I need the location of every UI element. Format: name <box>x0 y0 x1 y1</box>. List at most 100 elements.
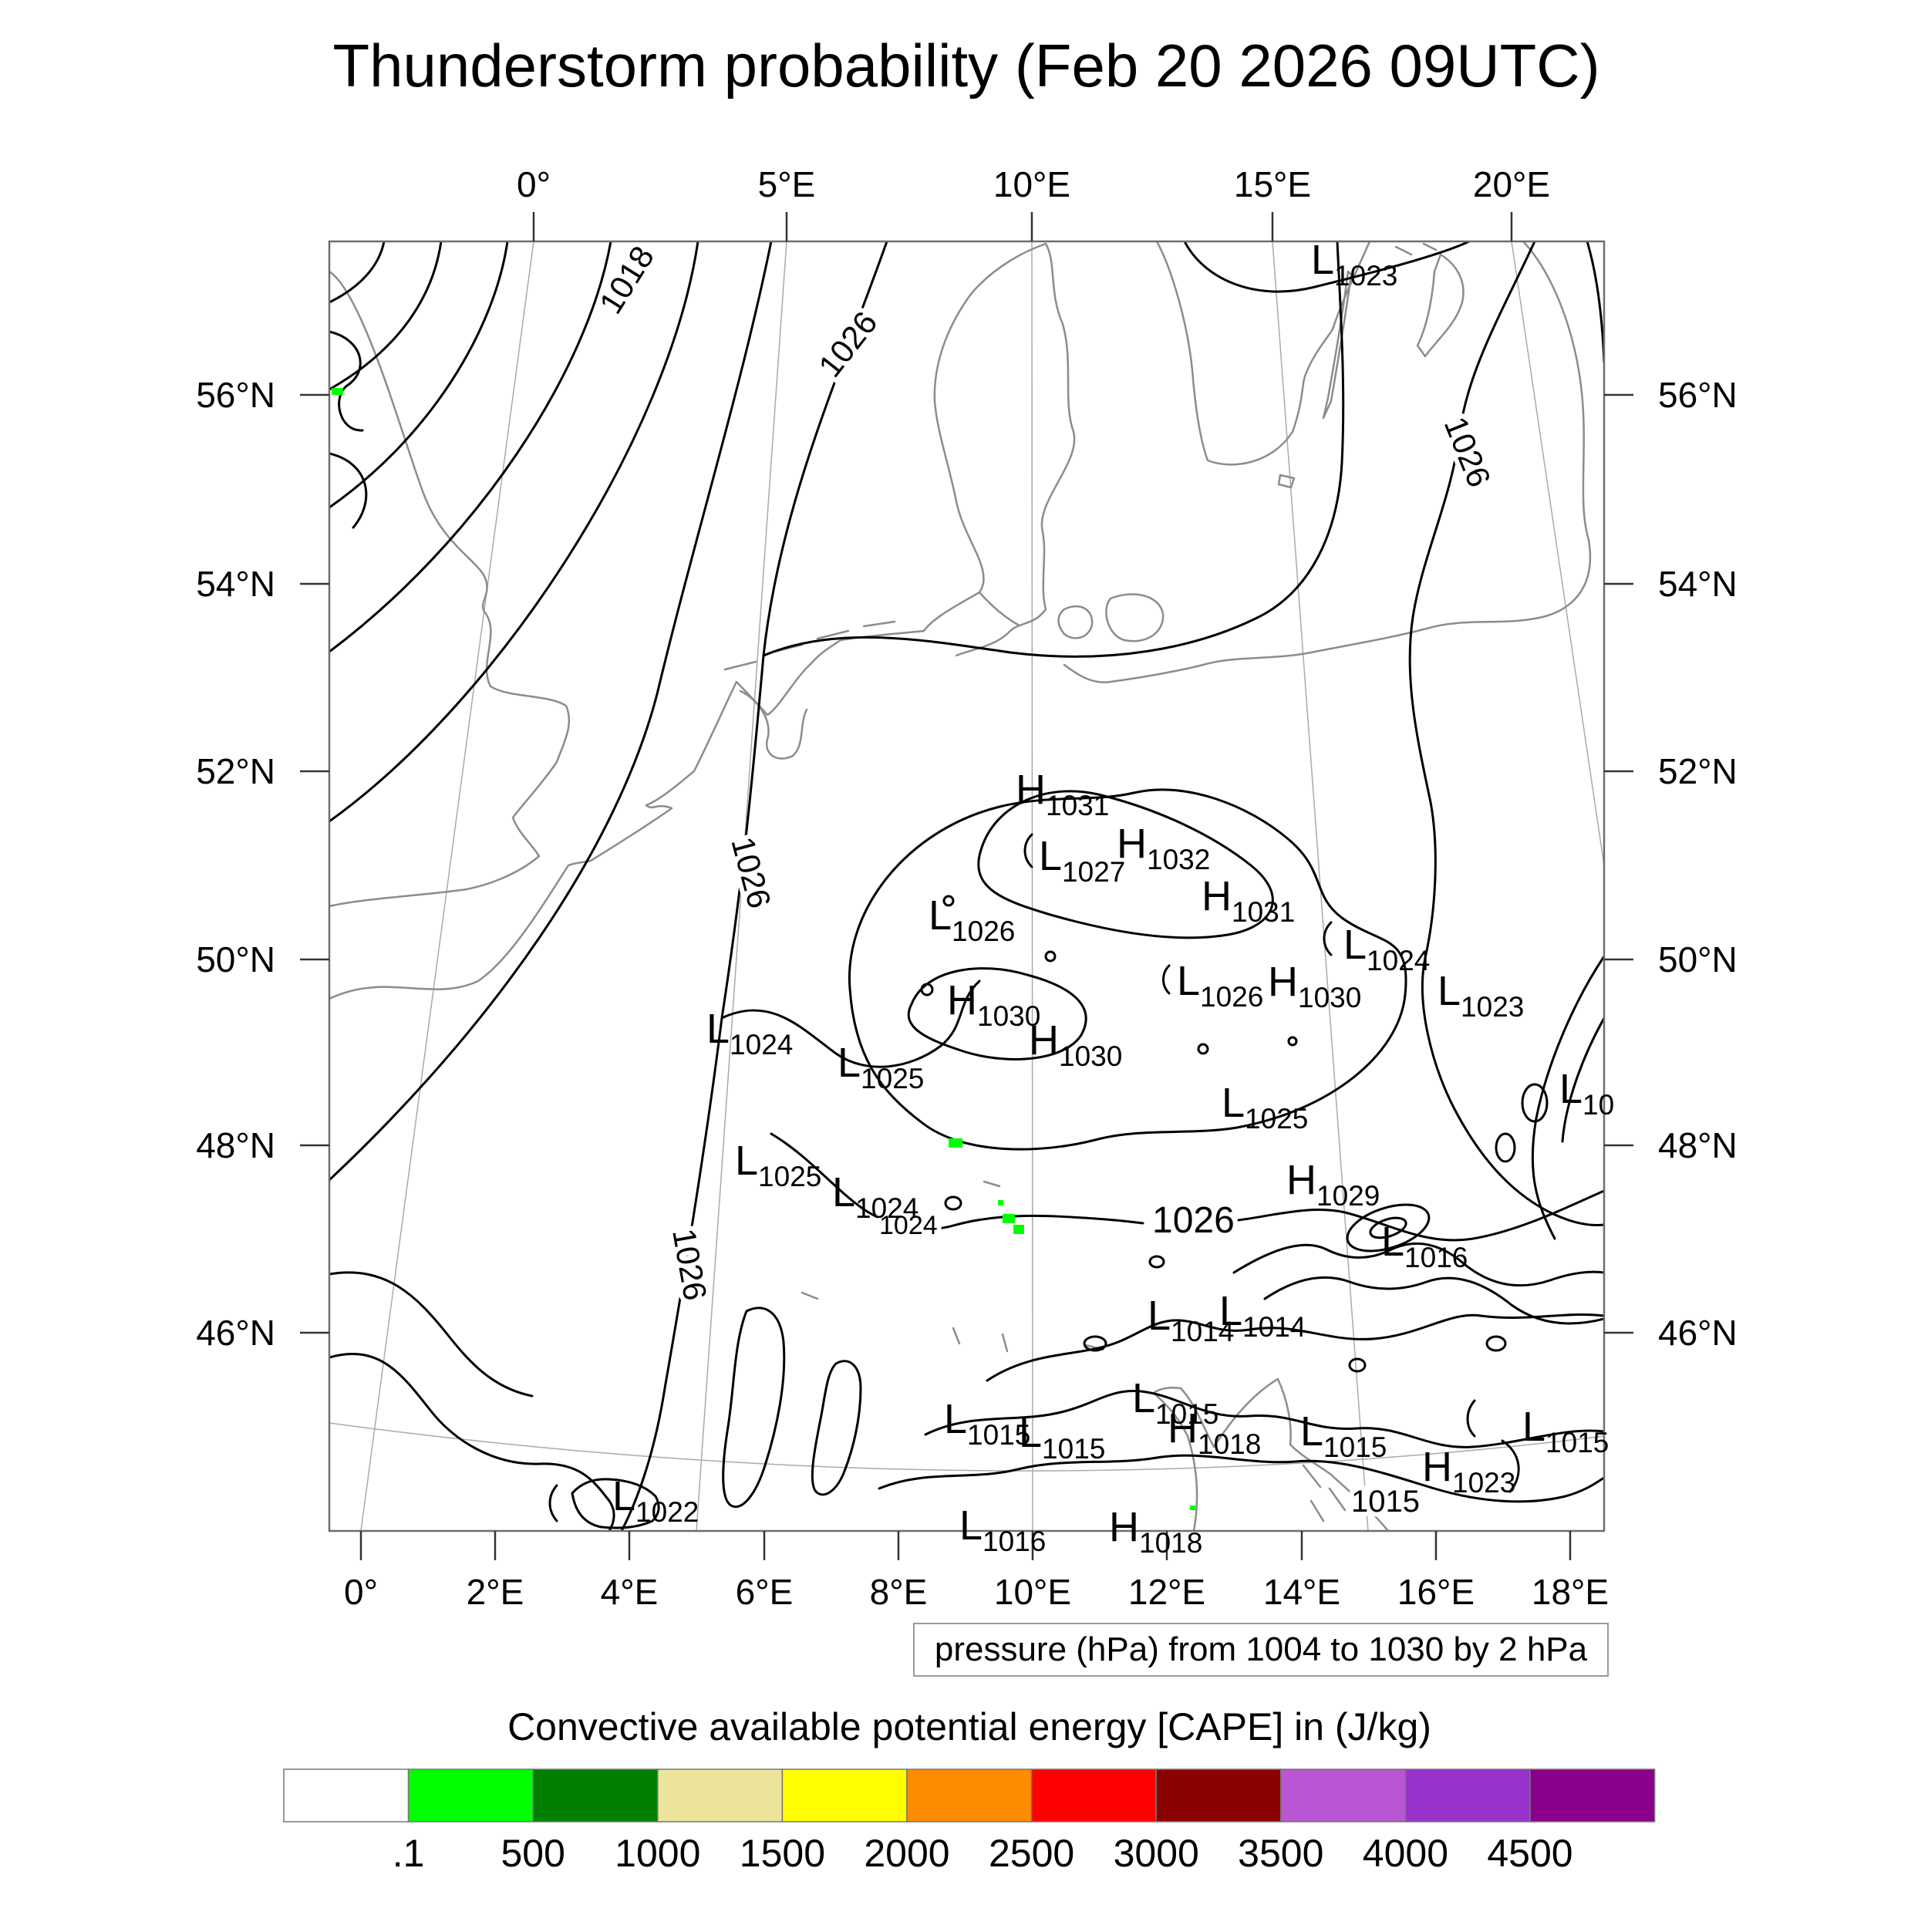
colorbar-segment-10 <box>1529 1768 1656 1822</box>
right-axis: 56°N 54°N 52°N 50°N 48°N 46°N <box>1658 375 1738 1353</box>
left-axis-label: 48°N <box>196 1125 275 1165</box>
contour-label-1026: 1026 <box>666 1226 714 1303</box>
colorbar-tick-label: 4000 <box>1363 1832 1448 1875</box>
isobar-dot <box>942 895 955 907</box>
pressure-value: 1015 <box>1545 1427 1609 1458</box>
coastline-adriatic <box>1152 1377 1390 1531</box>
pressure-letter: L <box>1148 1293 1171 1339</box>
pressure-letter: L <box>1222 1080 1245 1126</box>
isobar-small-loop <box>1495 1132 1516 1163</box>
isobar-L1016-loop <box>1346 1203 1431 1253</box>
coastline-danish-islands <box>1057 593 1165 642</box>
left-axis-label: 54°N <box>196 564 275 604</box>
isobar-small-loop <box>1485 1335 1507 1352</box>
colorbar-tick-label: 2500 <box>989 1832 1074 1875</box>
pressure-center-H1030: H1030 <box>1029 1017 1122 1072</box>
right-axis-label: 48°N <box>1658 1125 1738 1165</box>
isobar-east-ridge <box>1531 955 1604 1240</box>
isobar-arc <box>1466 1399 1476 1438</box>
isobar-alps <box>1263 1276 1604 1325</box>
isobar <box>329 241 443 391</box>
top-axis: 0° 5°E 10°E 15°E 20°E <box>517 164 1550 204</box>
graticule-line <box>1031 241 1033 1531</box>
map-frame <box>328 240 1606 1532</box>
pressure-value: 10 <box>1583 1089 1614 1121</box>
isobar-1030-loop-north <box>977 790 1274 939</box>
cape-patches <box>332 388 1195 1510</box>
coastline-bornholm <box>1277 474 1296 489</box>
isobar <box>329 241 699 823</box>
isobar-bottom-line <box>878 1454 1604 1503</box>
right-axis-label: 52°N <box>1658 751 1738 791</box>
cape-patch <box>332 388 343 395</box>
pressure-center-L1026: L1026 <box>929 892 1015 947</box>
right-axis-label: 56°N <box>1658 375 1738 415</box>
graticule-line <box>1511 241 1604 866</box>
colorbar-tick-label: 2000 <box>864 1832 949 1875</box>
pressure-value: 1018 <box>1198 1428 1261 1460</box>
pressure-value: 1025 <box>861 1063 924 1094</box>
bottom-axis-label: 16°E <box>1397 1572 1475 1612</box>
left-axis-label: 50°N <box>196 939 275 979</box>
pressure-letter: L <box>1300 1408 1323 1455</box>
pressure-letter: L <box>1019 1410 1042 1456</box>
colorbar-segment-8 <box>1280 1768 1407 1822</box>
left-axis-label: 46°N <box>196 1313 275 1353</box>
isobar-meander <box>720 979 981 1068</box>
coastline-jutland <box>922 242 1076 657</box>
isobar-south-1026 <box>770 1132 1144 1231</box>
isobar-arc <box>1323 921 1333 956</box>
pressure-caption: pressure (hPa) from 1004 to 1030 by 2 hP… <box>935 1630 1588 1668</box>
coastline-alpine-lakes <box>801 1180 1104 1353</box>
isobar-small-loop <box>1148 1255 1165 1269</box>
pressure-value: 1024 <box>730 1029 793 1060</box>
bottom-axis-label: 18°E <box>1532 1572 1609 1612</box>
isobar-L1022-loop <box>571 1478 660 1529</box>
pressure-center-H1031: H1031 <box>1016 767 1109 821</box>
pressure-letter: L <box>832 1169 855 1216</box>
isobar-1015-line <box>924 1389 1604 1448</box>
pressure-letter: L <box>1177 958 1200 1004</box>
pressure-letter: H <box>1202 873 1232 919</box>
pressure-center-L1015: L1015 <box>1132 1375 1218 1430</box>
isobar-dot <box>1044 950 1057 963</box>
pressure-center-H1029: H1029 <box>1286 1157 1380 1212</box>
pressure-center-L1023: L1023 <box>1438 968 1524 1023</box>
coastline-gotland <box>1416 253 1465 358</box>
pressure-center-L10: L10 <box>1559 1066 1614 1121</box>
pressure-letter: L <box>706 1006 730 1052</box>
isobar-arc <box>1023 833 1033 868</box>
colorbar-segment-1 <box>407 1768 534 1822</box>
bottom-axis-label: 4°E <box>601 1572 659 1612</box>
pressure-letter: L <box>1311 237 1334 283</box>
bottom-axis-label: 10°E <box>994 1572 1071 1612</box>
colorbar-segment-6 <box>1030 1768 1157 1822</box>
isobar <box>329 241 773 1182</box>
isobar <box>329 241 386 304</box>
colorbar-tick-label: 1000 <box>615 1832 700 1875</box>
pressure-center-L1015: L1015 <box>944 1396 1030 1451</box>
left-axis-label: 56°N <box>196 375 275 415</box>
isobar-L1023-arc <box>1183 241 1471 293</box>
pressure-value: 1015 <box>1042 1433 1105 1465</box>
pressure-letter: L <box>735 1138 758 1184</box>
isobar-east-ridge <box>1561 1017 1604 1143</box>
isobar-dot <box>1197 1043 1209 1055</box>
colorbar-title: Convective available potential energy [C… <box>507 1705 1431 1748</box>
isobar-small-loop <box>1083 1335 1107 1352</box>
top-axis-label: 15°E <box>1234 164 1311 204</box>
top-axis-label: 20°E <box>1473 164 1550 204</box>
coastline-baltic-east <box>1063 241 1592 683</box>
caption-box <box>913 1623 1609 1677</box>
pressure-center-L1024: L1024 <box>832 1169 918 1224</box>
pressure-value: 1031 <box>1046 790 1109 821</box>
pressure-value: 1025 <box>1245 1103 1308 1135</box>
pressure-center-H1030: H1030 <box>947 977 1040 1032</box>
pressure-center-L1023: L1023 <box>1311 237 1397 292</box>
pressure-letter: H <box>1268 959 1298 1005</box>
pressure-center-L1014: L1014 <box>1219 1288 1306 1343</box>
pressure-value: 1023 <box>1452 1467 1515 1499</box>
cape-colorbar <box>283 1768 1656 1822</box>
pressure-center-L1025: L1025 <box>838 1040 924 1094</box>
